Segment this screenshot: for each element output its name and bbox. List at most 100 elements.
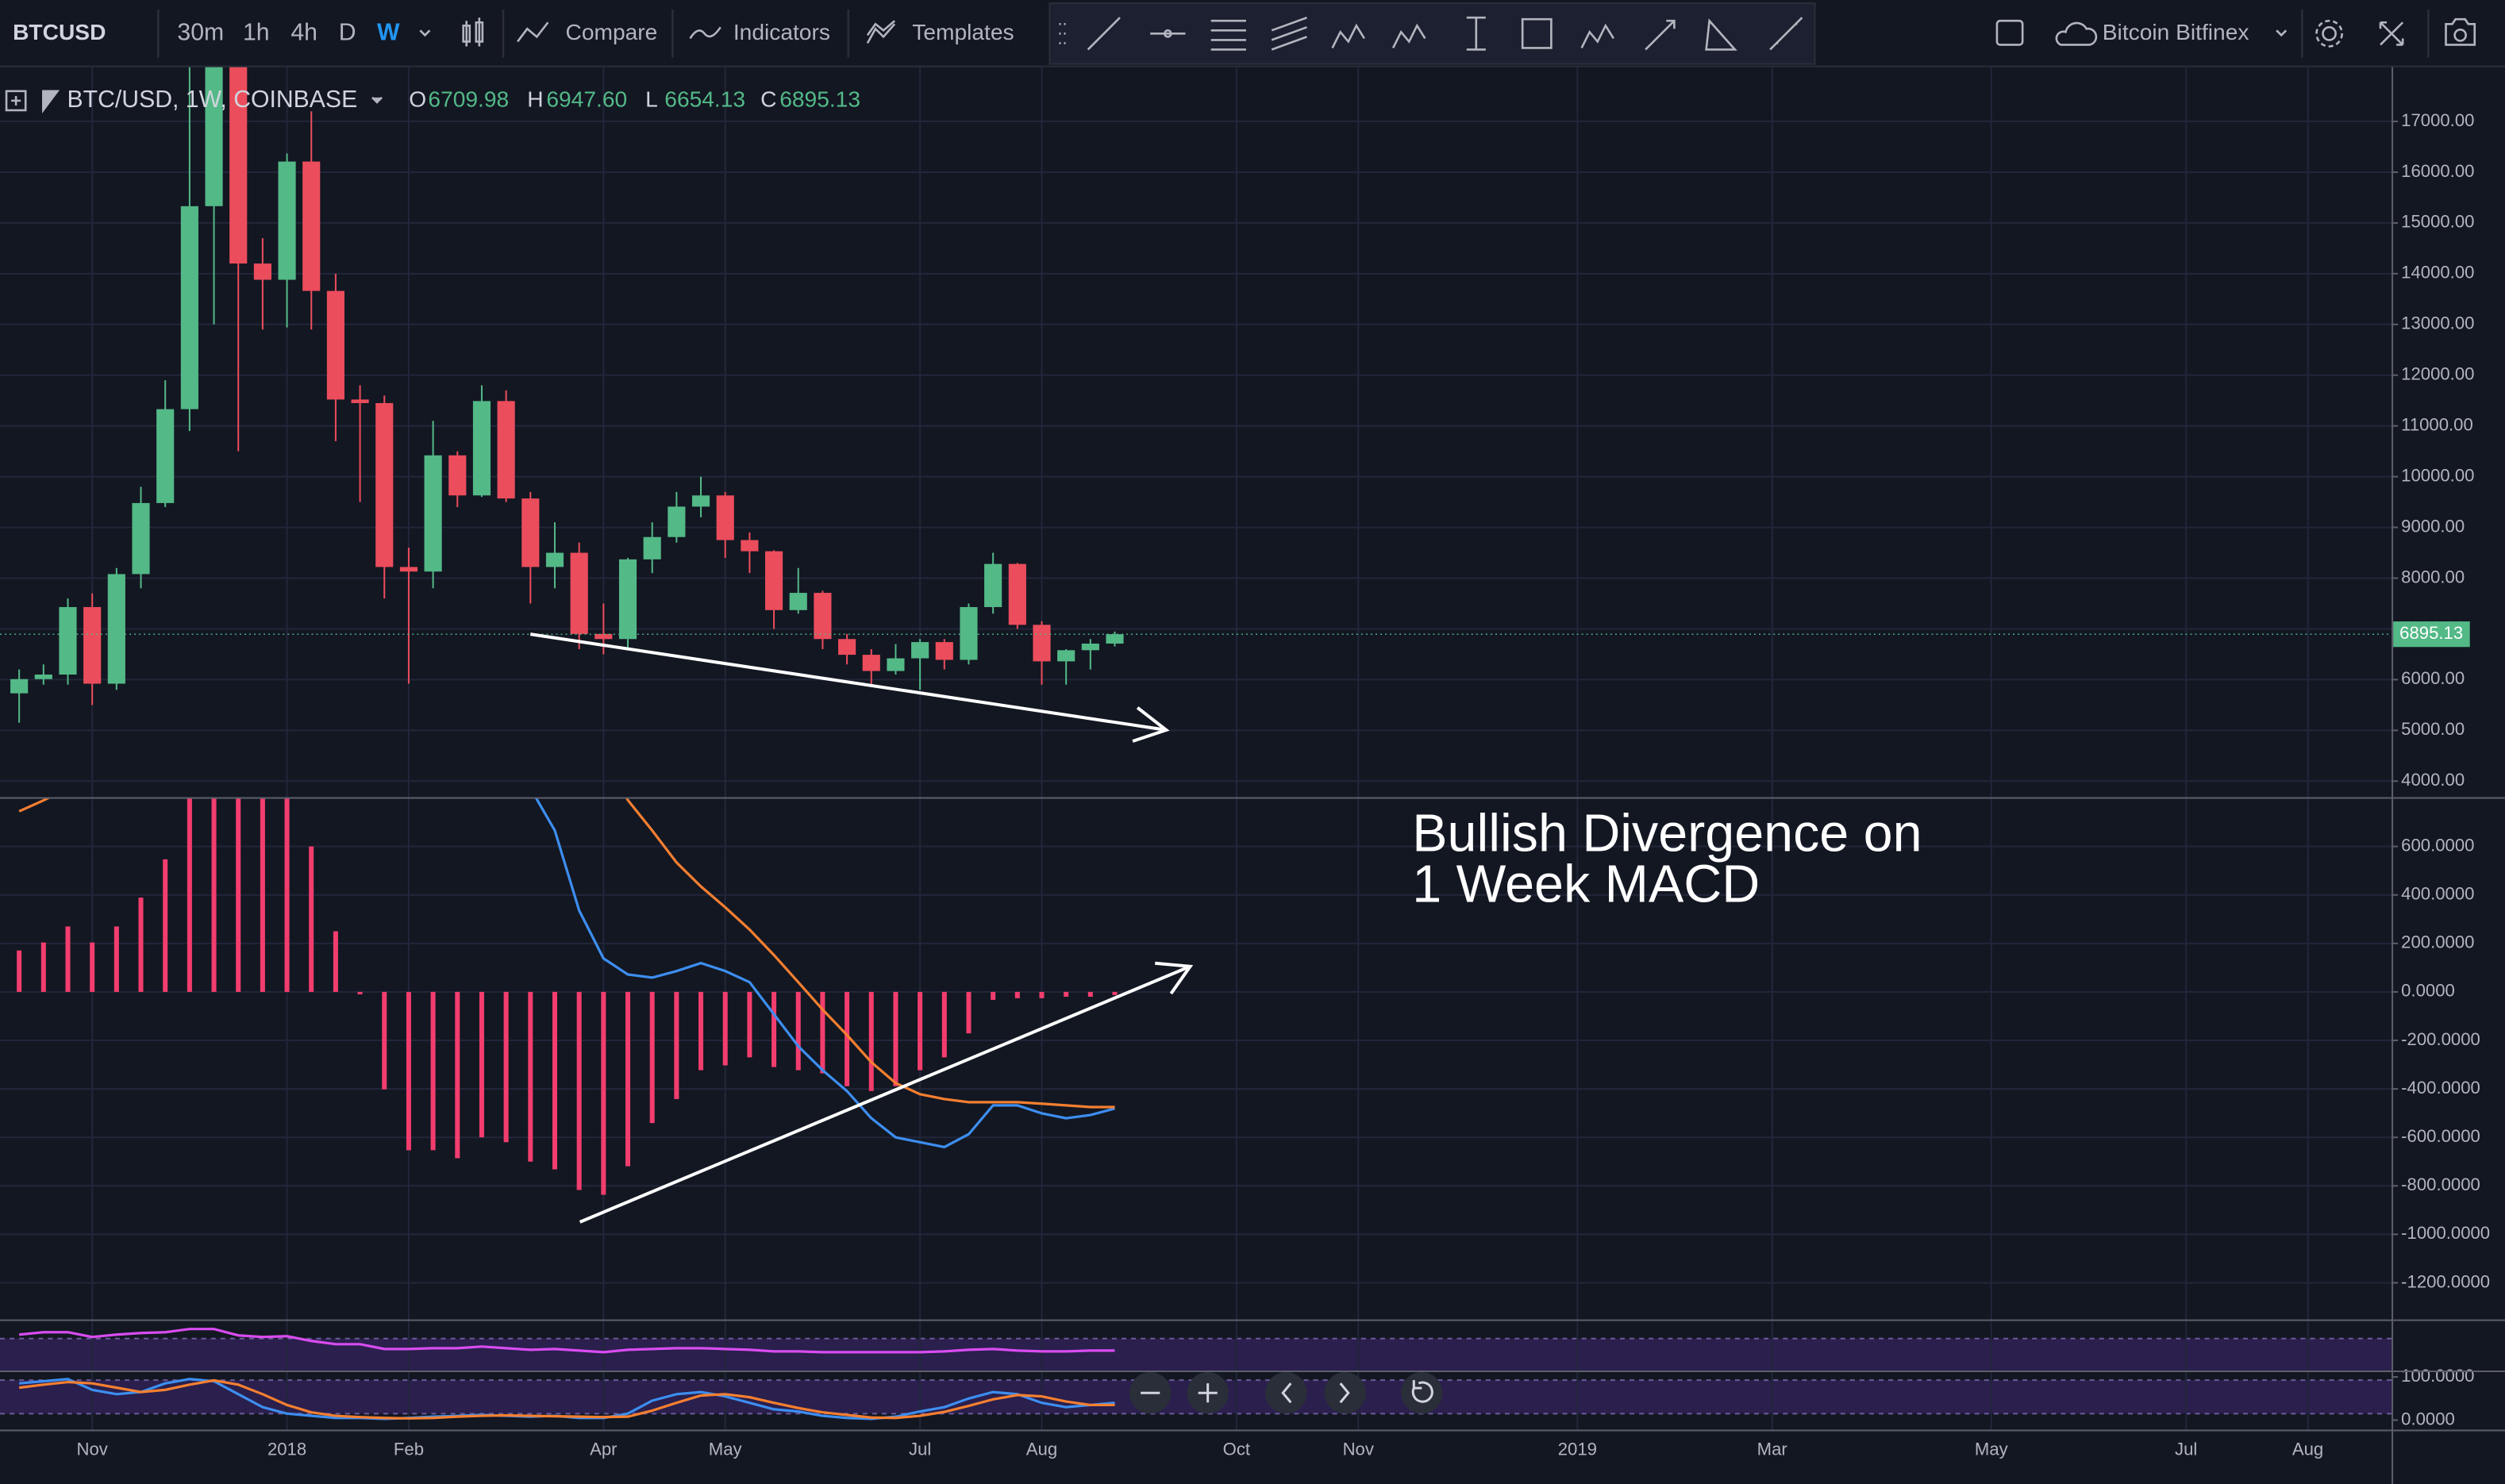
toolbar-button[interactable]: Compare xyxy=(566,19,658,44)
candle-body xyxy=(424,455,442,572)
x-tick-label: Feb xyxy=(394,1440,424,1459)
toolbar-button[interactable]: Templates xyxy=(912,19,1014,44)
x-tick-label: May xyxy=(1975,1440,2009,1459)
interval-button[interactable]: D xyxy=(339,19,356,45)
histogram-bar xyxy=(1112,991,1118,995)
histogram-bar xyxy=(138,898,144,992)
chart-type-icon[interactable] xyxy=(462,17,484,47)
fib-tool[interactable] xyxy=(1210,19,1246,51)
macd-trendline xyxy=(579,964,1191,1224)
candle-body xyxy=(887,658,905,671)
reset-view[interactable] xyxy=(1401,1372,1443,1414)
x-tick-label: Jul xyxy=(2175,1440,2197,1459)
grid xyxy=(0,67,2392,1430)
candle-body xyxy=(838,639,856,655)
collapse-icon[interactable] xyxy=(5,90,27,112)
candle-body xyxy=(960,606,978,660)
symbol[interactable]: BTCUSD xyxy=(13,19,106,44)
histogram-bar xyxy=(333,931,338,992)
indicator-line xyxy=(18,798,1115,1109)
legend-title[interactable]: BTC/USD, 1W, COINBASE xyxy=(67,87,358,113)
trendline-tool[interactable] xyxy=(1087,17,1121,51)
camera-lens xyxy=(2453,29,2467,42)
toolbar-icons xyxy=(156,10,2476,58)
x-tick-label: Aug xyxy=(1026,1440,1057,1459)
text-tool[interactable] xyxy=(1466,16,1486,51)
candle-body xyxy=(448,455,467,496)
navigation-buttons xyxy=(1129,1372,1443,1414)
candle-body xyxy=(156,409,175,503)
y-tick-label: -200.0000 xyxy=(2401,1029,2480,1049)
pattern-tool[interactable] xyxy=(1331,23,1366,49)
channel-tool[interactable] xyxy=(1271,16,1307,51)
histogram-bar xyxy=(845,991,850,1086)
candle-body xyxy=(814,593,832,640)
histogram-bar xyxy=(236,798,241,992)
interval-button[interactable]: 4h xyxy=(291,19,317,45)
abcd-tool[interactable] xyxy=(1580,23,1614,49)
measure-tool[interactable] xyxy=(1705,18,1737,51)
histogram-bar xyxy=(114,926,119,992)
candle-body xyxy=(34,675,52,679)
layout-icon[interactable] xyxy=(1995,19,2024,46)
x-tick-label: Apr xyxy=(590,1440,617,1459)
candle-body xyxy=(399,567,418,572)
caret[interactable] xyxy=(419,29,431,37)
caret[interactable] xyxy=(2276,29,2288,37)
histogram-bar xyxy=(406,991,411,1151)
histogram-bar xyxy=(576,991,582,1190)
candle-body xyxy=(643,536,661,559)
legend-key: O xyxy=(409,86,426,111)
candle-body xyxy=(302,161,321,291)
indicators-icon[interactable] xyxy=(689,26,721,40)
y-tick-label: -400.0000 xyxy=(2401,1078,2480,1098)
templates-icon[interactable] xyxy=(866,20,896,44)
fullscreen-icon[interactable] xyxy=(2379,21,2404,46)
histogram-bar xyxy=(820,991,825,1074)
scroll-left-glyph xyxy=(1281,1382,1292,1404)
x-tick-label: May xyxy=(709,1440,743,1459)
exchange-button[interactable]: Bitcoin Bitfinex xyxy=(2103,19,2249,44)
cloud-icon[interactable] xyxy=(2055,21,2098,46)
caret[interactable] xyxy=(371,96,383,104)
histogram-bar xyxy=(893,991,898,1086)
x-tick-label: Aug xyxy=(2292,1440,2323,1459)
x-tick-label: Mar xyxy=(1757,1440,1787,1459)
x-tick-label: Nov xyxy=(76,1440,107,1459)
y-tick-label: 15000.00 xyxy=(2401,212,2474,232)
legend-key: C xyxy=(760,86,776,111)
camera-icon[interactable] xyxy=(2445,17,2476,46)
toolbar-button[interactable]: Indicators xyxy=(733,19,830,44)
histogram-bar xyxy=(430,991,436,1151)
scroll-left[interactable] xyxy=(1265,1372,1307,1414)
candle-body xyxy=(984,563,1002,607)
arrow-tool[interactable] xyxy=(1645,19,1676,51)
settings-icon[interactable] xyxy=(2322,25,2337,41)
y-tick-label: -1200.0000 xyxy=(2401,1271,2490,1291)
shape-tool[interactable] xyxy=(1521,17,1553,49)
histogram-bar xyxy=(674,991,679,1099)
elliott-tool[interactable] xyxy=(1391,23,1426,49)
grip xyxy=(1059,22,1066,44)
candle-body xyxy=(107,574,125,684)
interval-button[interactable]: 1h xyxy=(243,19,270,45)
candle-body xyxy=(741,540,759,552)
rsi-band xyxy=(0,1338,2392,1371)
histogram-bar xyxy=(601,991,606,1195)
ruler-tool[interactable] xyxy=(1769,17,1803,51)
compare-icon[interactable] xyxy=(517,21,549,43)
candle-body xyxy=(764,551,783,610)
histogram-bar xyxy=(966,991,972,1034)
horizontal-line-tool[interactable] xyxy=(1150,29,1186,38)
histogram-bar xyxy=(649,991,655,1124)
histogram-bar xyxy=(747,991,752,1058)
candle-body xyxy=(935,642,953,660)
candle-body xyxy=(691,495,710,507)
interval-button[interactable]: W xyxy=(377,19,400,45)
interval-button[interactable]: 30m xyxy=(177,19,224,45)
scroll-right[interactable] xyxy=(1324,1372,1366,1414)
x-tick-label: Oct xyxy=(1223,1440,1250,1459)
candle-body xyxy=(1057,650,1075,662)
